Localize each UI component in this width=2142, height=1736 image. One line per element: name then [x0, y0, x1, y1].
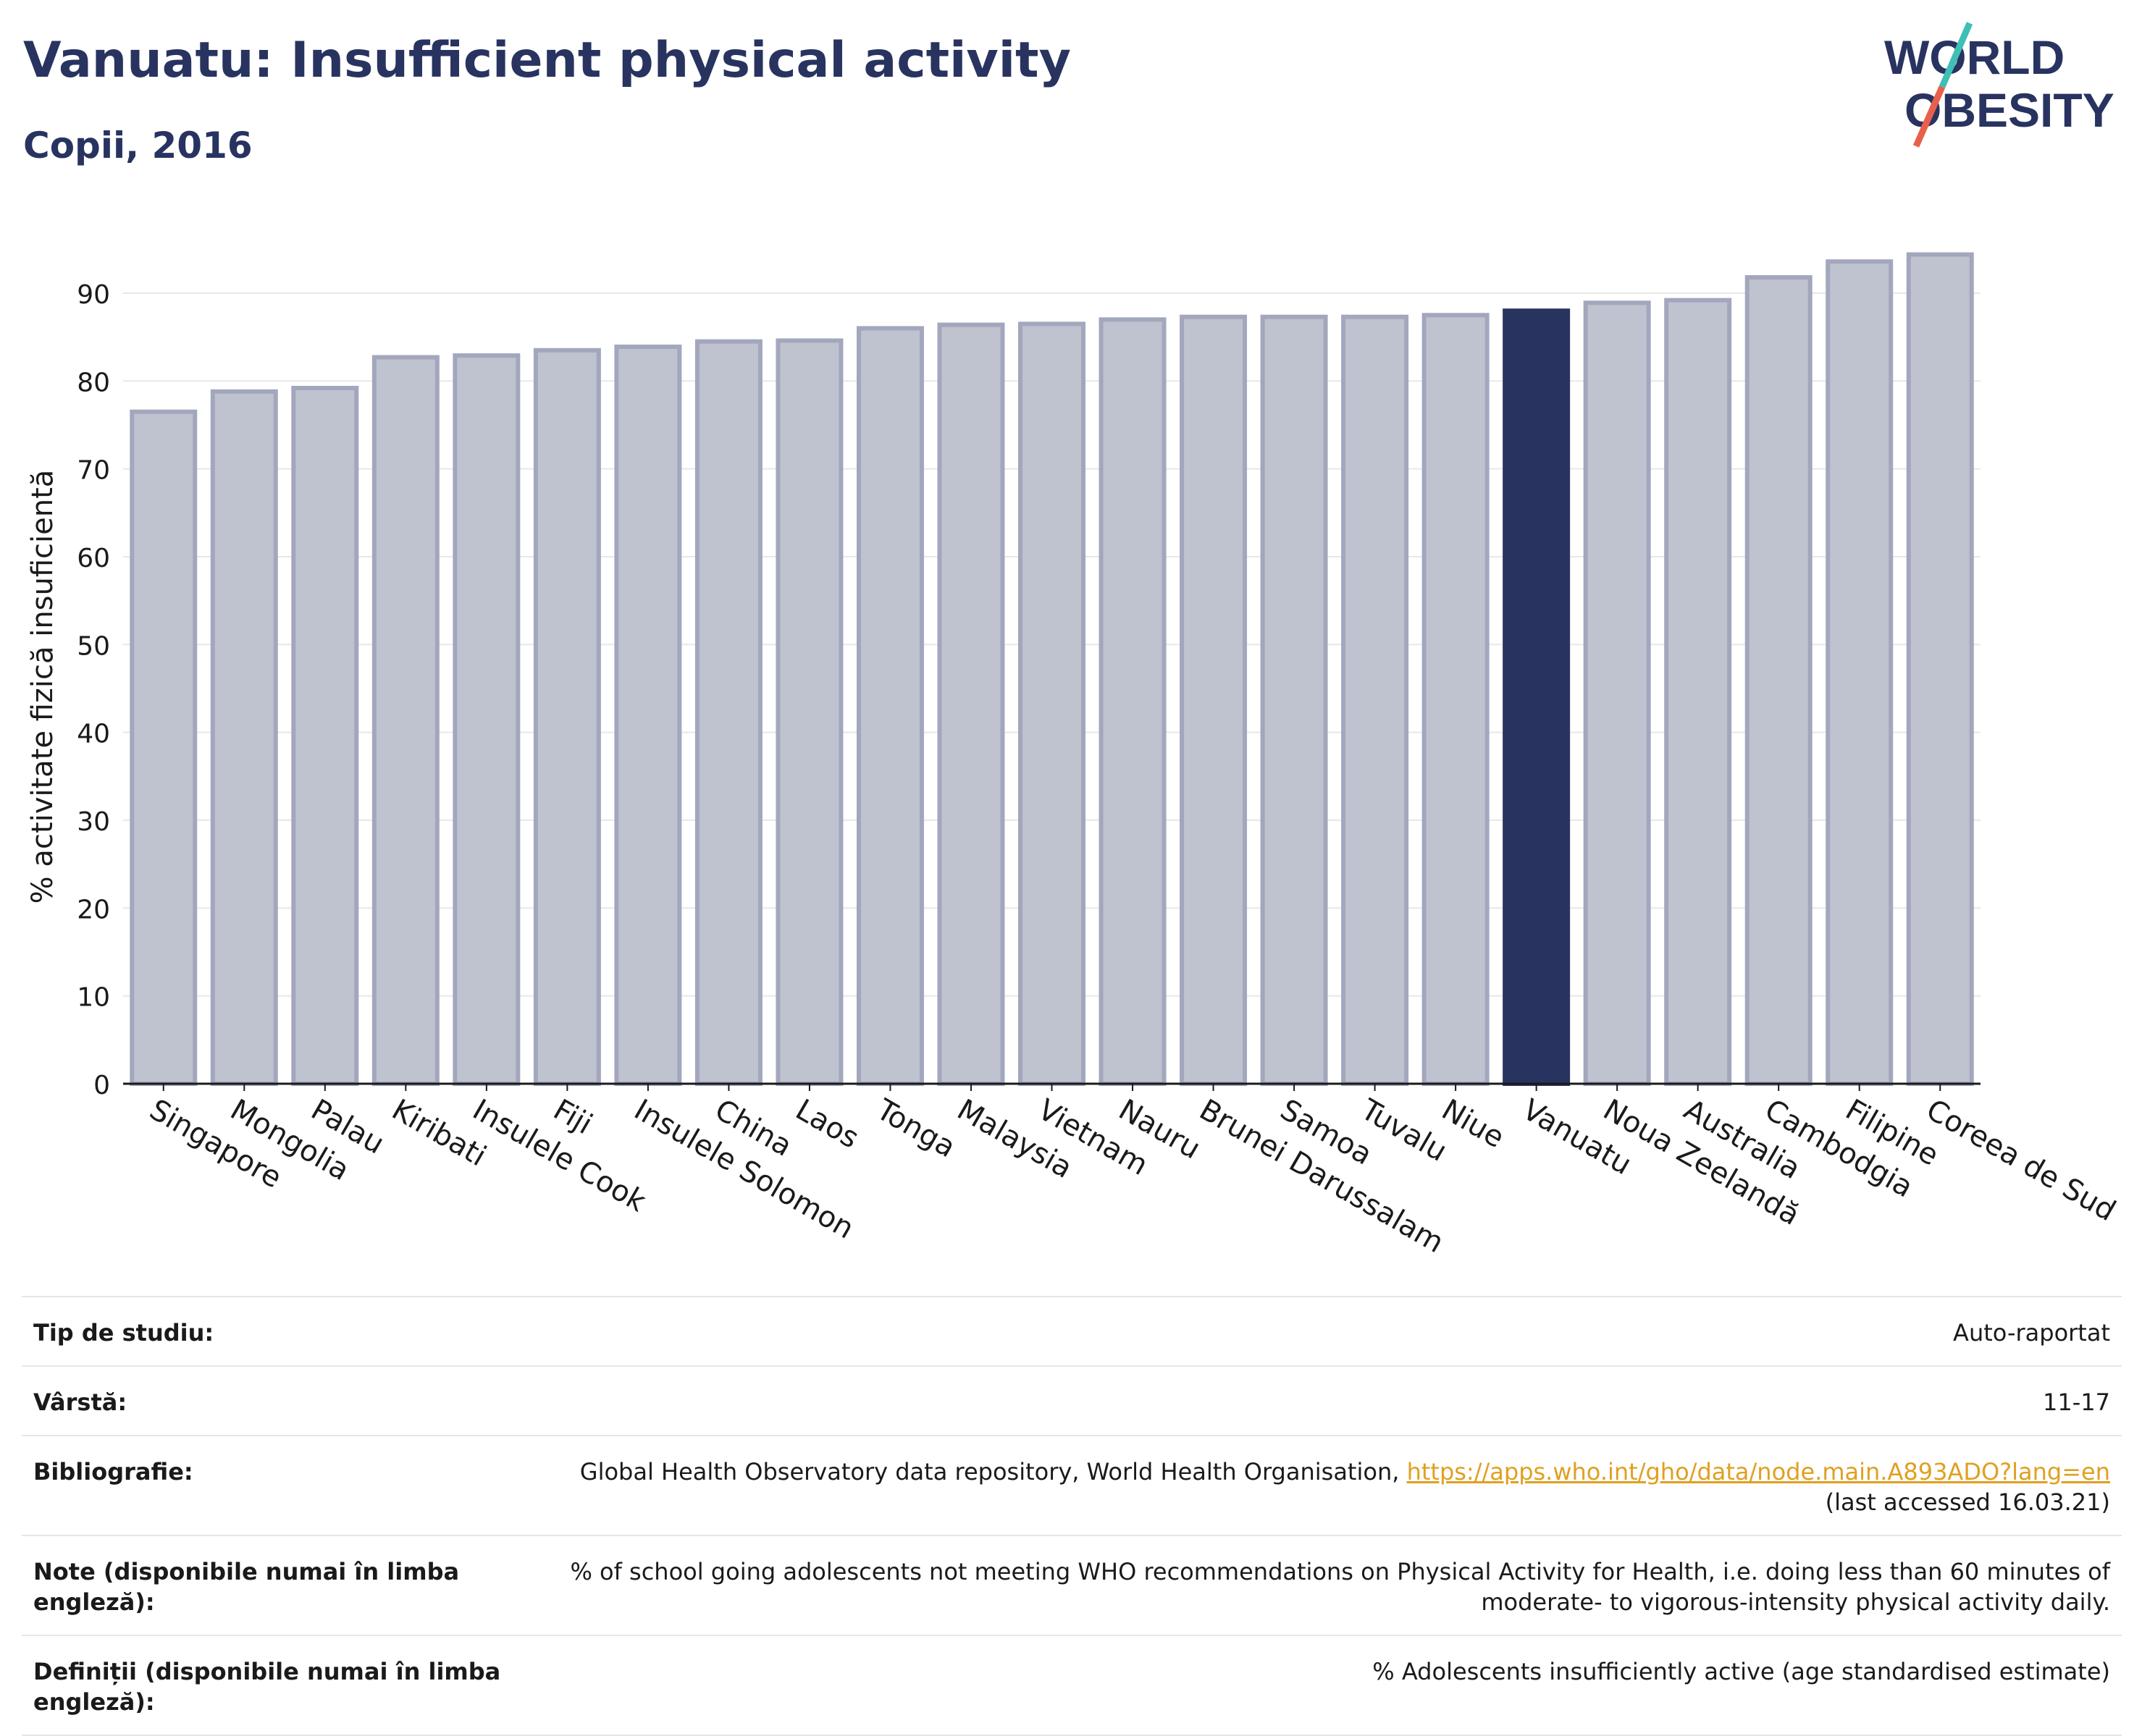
bar-palau — [291, 385, 359, 1086]
bar-insulele-cook — [453, 353, 521, 1087]
y-tick-label: 60 — [77, 544, 110, 573]
y-tick-label: 70 — [77, 456, 110, 486]
meta-label: Vârstă: — [33, 1389, 127, 1416]
x-tick-label: Coreea de Sud — [1920, 1093, 2121, 1228]
bar-filipine — [1826, 259, 1894, 1087]
meta-label: Definiții (disponibile numai în limba en… — [33, 1658, 501, 1716]
meta-row-age: Vârstă: 11-17 — [22, 1365, 2122, 1435]
bar-noua-zeelandă — [1583, 300, 1651, 1087]
meta-label: Bibliografie: — [33, 1458, 193, 1486]
meta-value: 11-17 — [2043, 1389, 2110, 1416]
meta-row-notes: Note (disponibile numai în limba engleză… — [22, 1535, 2122, 1635]
bars — [130, 252, 1974, 1087]
meta-row-bibliography: Bibliografie: Global Health Observatory … — [22, 1435, 2122, 1535]
bar-kiribati — [371, 355, 440, 1087]
logo-word-world: WORLD — [1884, 30, 2065, 84]
bar-insulele-solomon — [614, 344, 682, 1086]
y-tick-label: 0 — [93, 1071, 110, 1100]
y-axis-label: % activitate fizică insuficientă — [26, 470, 59, 904]
chart-subtitle: Copii, 2016 — [23, 125, 253, 167]
y-tick-label: 80 — [77, 368, 110, 397]
bar-brunei-darussalam — [1180, 314, 1248, 1087]
bar-cambodgia — [1744, 275, 1813, 1086]
bibliography-accessed: (last accessed 16.03.21) — [1825, 1488, 2110, 1516]
meta-value: Global Health Observatory data repositor… — [540, 1457, 2110, 1517]
metadata-table: Tip de studiu: Auto-raportat Vârstă: 11-… — [22, 1296, 2122, 1736]
bar-nauru — [1099, 317, 1167, 1086]
x-tick-label: Tonga — [870, 1092, 962, 1164]
x-tick-label: Laos — [790, 1093, 865, 1155]
y-tick-label: 30 — [77, 807, 110, 837]
y-tick-label: 40 — [77, 720, 110, 749]
bar-mongolia — [210, 389, 278, 1086]
chart-title: Vanuatu: Insufficient physical activity — [23, 32, 1071, 89]
bar-niue — [1421, 313, 1490, 1086]
y-tick-label: 20 — [77, 895, 110, 924]
meta-row-study-type: Tip de studiu: Auto-raportat — [22, 1296, 2122, 1365]
meta-value: Auto-raportat — [1953, 1319, 2110, 1347]
bibliography-text: Global Health Observatory data repositor… — [579, 1458, 1407, 1486]
meta-value: % of school going adolescents not meetin… — [540, 1556, 2110, 1617]
y-tick-label: 50 — [77, 631, 110, 661]
bar-coreea-de-sud — [1906, 252, 1974, 1086]
logo-slash-bottom — [1912, 85, 1946, 148]
meta-label: Tip de studiu: — [33, 1319, 214, 1347]
bar-tuvalu — [1341, 314, 1409, 1087]
bar-malaysia — [937, 322, 1005, 1086]
notes-text-line2: moderate- to vigorous-intensity physical… — [1481, 1588, 2110, 1616]
bar-laos — [776, 338, 844, 1086]
x-tick-label: Kiribati — [386, 1093, 492, 1174]
bar-vanuatu — [1503, 308, 1571, 1086]
meta-label: Note (disponibile numai în limba engleză… — [33, 1558, 460, 1616]
meta-value: % Adolescents insufficiently active (age… — [1372, 1658, 2110, 1685]
bar-tonga — [856, 326, 924, 1086]
logo-slash-top — [1939, 22, 1973, 88]
bar-vietnam — [1018, 321, 1085, 1086]
y-tick-label: 10 — [77, 983, 110, 1013]
y-tick-label: 90 — [77, 280, 110, 310]
bibliography-link[interactable]: https://apps.who.int/gho/data/node.main.… — [1406, 1458, 2110, 1486]
notes-text-line1: % of school going adolescents not meetin… — [570, 1558, 2110, 1585]
meta-row-definitions: Definiții (disponibile numai în limba en… — [22, 1635, 2122, 1736]
world-obesity-logo: WORLD OBESITY — [1884, 22, 2114, 148]
bar-chart: 0102030405060708090SingaporeMongoliaPala… — [26, 252, 2121, 1260]
bar-samoa — [1260, 314, 1328, 1087]
bar-fiji — [533, 347, 601, 1086]
bar-australia — [1664, 298, 1732, 1086]
bar-singapore — [130, 409, 198, 1086]
bar-china — [694, 339, 763, 1086]
